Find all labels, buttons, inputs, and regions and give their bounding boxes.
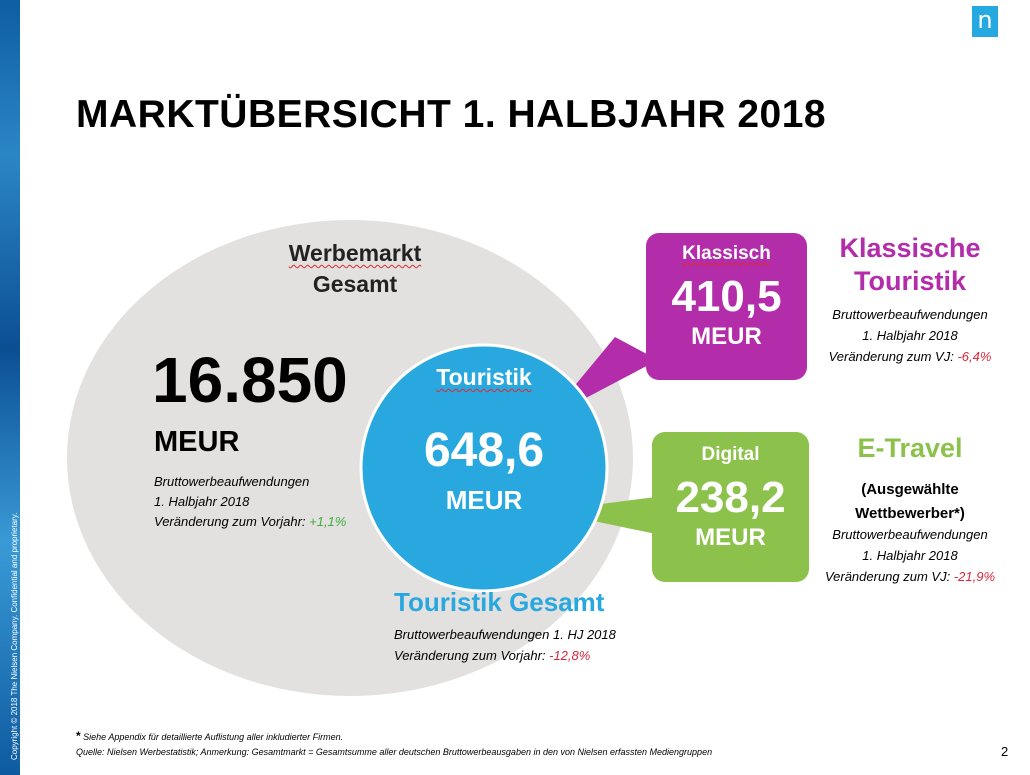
etravel-subtitle: (Ausgewählte Wettbewerber*) [812,478,1008,526]
touristik-change-value: -12,8% [549,648,591,663]
footnote-text1: Siehe Appendix für detaillierte Auflistu… [80,732,344,742]
etravel-description: Bruttowerbeaufwendungen 1. Halbjahr 2018… [808,524,1012,587]
werbemarkt-change: Veränderung zum Vorjahr: +1,1% [154,512,346,532]
digital-value: 238,2 [675,473,786,522]
digital-pointer [546,497,656,534]
klassische-change-label: Veränderung zum VJ: [828,349,958,364]
touristik-gesamt-description: Bruttowerbeaufwendungen 1. HJ 2018 Verän… [394,624,616,666]
klassische-touristik-title: Klassische Touristik [815,232,1005,298]
etravel-desc1: Bruttowerbeaufwendungen [832,527,988,542]
werbemarkt-change-value: +1,1% [309,514,347,529]
etravel-sub2: Wettbewerber*) [855,505,965,522]
klassisch-box: Klassisch 410,5 MEUR [646,233,807,380]
footnote-line2: Quelle: Nielsen Werbestatistik; Anmerkun… [76,747,713,757]
touristik-gesamt-title: Touristik Gesamt [394,587,605,617]
footnote-line1: * Siehe Appendix für detaillierte Auflis… [76,729,343,743]
etravel-desc2: 1. Halbjahr 2018 [862,548,958,563]
klassische-description: Bruttowerbeaufwendungen 1. Halbjahr 2018… [810,304,1010,367]
touristik-value: 648,6 [423,424,545,477]
werbemarkt-heading-line2: Gesamt [312,271,398,297]
etravel-change-value: -21,9% [953,569,996,584]
werbemarkt-value: 16.850 [152,344,348,416]
werbemarkt-description: Bruttowerbeaufwendungen 1. Halbjahr 2018… [154,472,346,532]
werbemarkt-desc1: Bruttowerbeaufwendungen [154,474,310,489]
klassische-title-line2: Touristik [853,266,966,296]
digital-box: Digital 238,2 MEUR [652,432,809,582]
etravel-change-label: Veränderung zum VJ: [824,569,954,584]
werbemarkt-unit: MEUR [154,426,240,458]
digital-label: Digital [701,444,760,465]
klassisch-label: Klassisch [646,243,807,265]
page-number: 2 [1001,744,1009,759]
werbemarkt-desc2: 1. Halbjahr 2018 [154,494,250,509]
klassische-change: Veränderung zum VJ: -6,4% [810,346,1010,367]
touristik-circle [359,343,609,593]
klassisch-unit: MEUR [691,323,762,350]
werbemarkt-heading: Werbemarkt Gesamt [240,238,470,300]
klassische-desc2: 1. Halbjahr 2018 [862,328,958,343]
klassisch-label-text: Klassisch [682,243,771,264]
werbemarkt-change-label: Veränderung zum Vorjahr: [154,514,310,529]
touristik-change-label: Veränderung zum Vorjahr: [394,648,550,663]
touristik-desc1: Bruttowerbeaufwendungen 1. HJ 2018 [394,627,616,642]
klassisch-value: 410,5 [671,272,782,321]
digital-unit: MEUR [695,524,766,551]
etravel-sub1: (Ausgewählte [861,481,959,498]
side-strip [0,0,20,775]
nielsen-logo-icon: n [972,6,998,37]
touristik-heading: Touristik [394,364,574,391]
klassische-title-line1: Klassische [839,233,981,263]
page-title: MARKTÜBERSICHT 1. HALBJAHR 2018 [76,93,827,136]
klassische-desc1: Bruttowerbeaufwendungen [832,307,988,322]
footnote-star: * [76,729,81,743]
touristik-unit: MEUR [445,485,523,515]
werbemarkt-heading-line1: Werbemarkt [288,240,422,266]
touristik-change: Veränderung zum Vorjahr: -12,8% [394,645,616,666]
touristik-heading-text: Touristik [436,364,532,390]
etravel-change: Veränderung zum VJ: -21,9% [808,566,1012,587]
etravel-title: E-Travel [857,433,963,463]
klassische-change-value: -6,4% [957,349,992,364]
